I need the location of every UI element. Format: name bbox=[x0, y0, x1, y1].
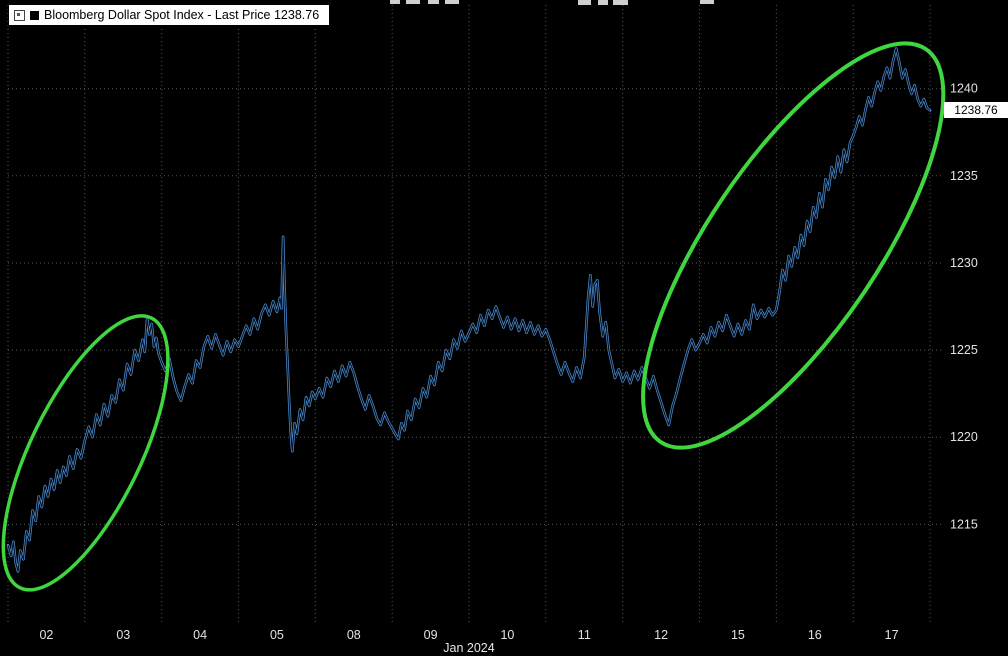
legend[interactable]: Bloomberg Dollar Spot Index - Last Price… bbox=[8, 4, 331, 26]
x-tick-label: 12 bbox=[654, 628, 668, 642]
legend-checkbox-icon[interactable] bbox=[14, 9, 25, 21]
x-tick-label: 15 bbox=[731, 628, 745, 642]
price-line bbox=[7, 47, 931, 573]
top-edge-artifact bbox=[700, 0, 714, 4]
x-tick-label: 08 bbox=[347, 628, 361, 642]
x-tick-label: 04 bbox=[193, 628, 207, 642]
y-tick-label: 1235 bbox=[950, 169, 978, 183]
annotation-ellipse bbox=[641, 41, 946, 450]
y-tick-label: 1225 bbox=[950, 343, 978, 357]
x-tick-label: 05 bbox=[270, 628, 284, 642]
x-tick-label: 03 bbox=[116, 628, 130, 642]
top-edge-artifact bbox=[445, 0, 459, 4]
x-tick-label: 10 bbox=[500, 628, 514, 642]
x-axis-title: Jan 2024 bbox=[443, 641, 495, 655]
top-edge-artifact bbox=[428, 0, 439, 4]
y-tick-label: 1240 bbox=[950, 82, 978, 96]
x-tick-label: 16 bbox=[808, 628, 822, 642]
series-swatch-icon bbox=[30, 10, 39, 20]
top-edge-artifact bbox=[598, 0, 608, 5]
x-tick-label: 11 bbox=[578, 628, 591, 642]
top-edge-artifact bbox=[390, 0, 400, 4]
top-edge-artifact bbox=[613, 0, 628, 5]
x-tick-label: 02 bbox=[39, 628, 53, 642]
x-tick-label: 17 bbox=[885, 628, 899, 642]
last-price-badge: 1238.76 bbox=[944, 102, 1008, 118]
y-tick-label: 1220 bbox=[950, 430, 978, 444]
y-tick-label: 1215 bbox=[950, 517, 978, 531]
x-tick-label: 09 bbox=[424, 628, 438, 642]
top-edge-artifact bbox=[406, 0, 420, 4]
legend-label: Bloomberg Dollar Spot Index - Last Price… bbox=[44, 8, 320, 22]
top-edge-artifact bbox=[578, 0, 591, 5]
annotation-ellipse bbox=[1, 314, 170, 592]
y-tick-label: 1230 bbox=[950, 256, 978, 270]
